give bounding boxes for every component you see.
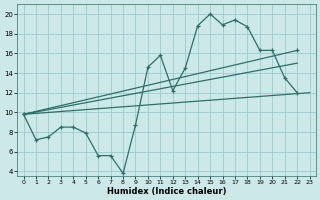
X-axis label: Humidex (Indice chaleur): Humidex (Indice chaleur): [107, 187, 226, 196]
